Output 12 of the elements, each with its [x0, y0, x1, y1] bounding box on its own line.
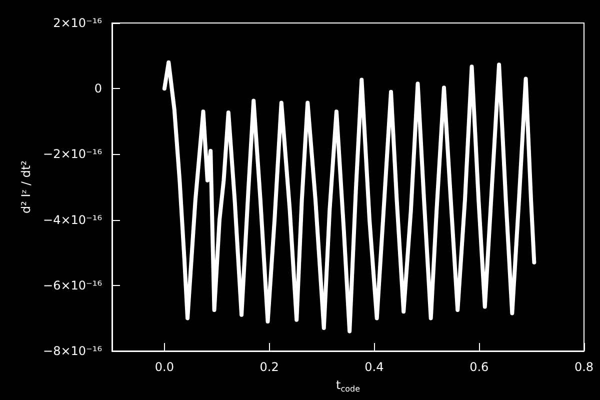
x-tick-label: 0.2 [260, 360, 279, 374]
y-axis-title: d² Iᶻ / dt² [19, 160, 34, 214]
y-tick-label: −2×10⁻¹⁶ [43, 147, 102, 162]
x-tick-label: 0.8 [574, 360, 594, 374]
x-tick-label: 0.0 [154, 360, 174, 374]
y-tick-label: −6×10⁻¹⁶ [43, 278, 102, 292]
y-tick-label: −8×10⁻¹⁶ [43, 344, 102, 358]
y-tick-label: 0 [94, 82, 102, 96]
y-tick-label: −4×10⁻¹⁶ [43, 212, 102, 227]
y-tick-label: 2×10⁻¹⁶ [53, 16, 102, 30]
x-tick-label: 0.6 [470, 360, 489, 374]
x-tick-label: 0.4 [364, 360, 384, 374]
